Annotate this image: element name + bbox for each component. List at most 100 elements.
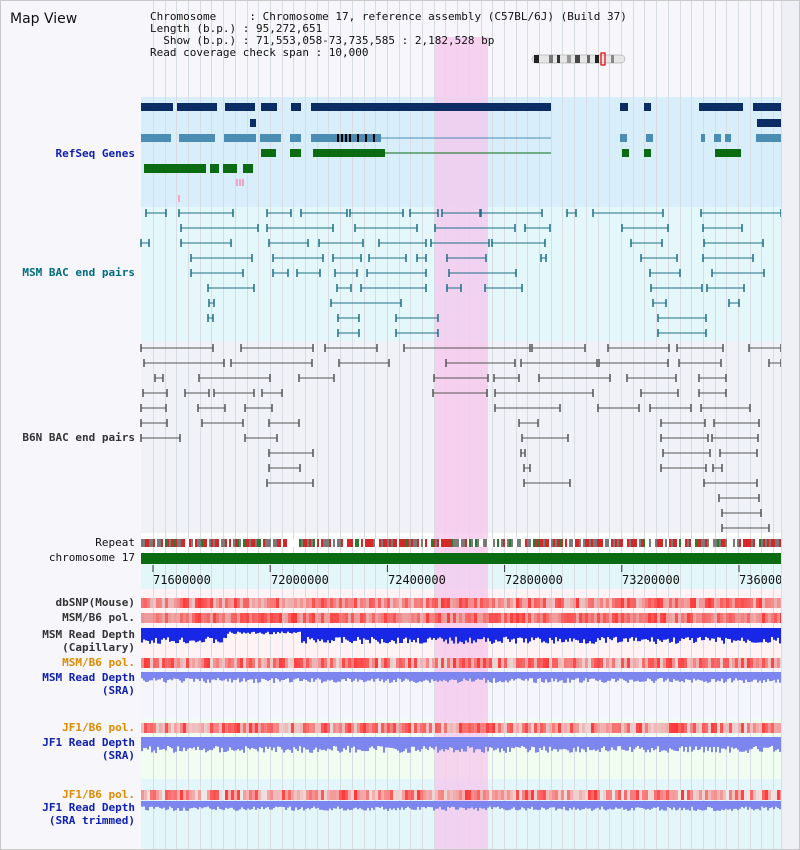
jf1-b6-pol-label[interactable]: JF1/B6 pol. [62,721,135,734]
msm-bac-end-pairs-label[interactable]: MSM BAC end pairs [22,266,135,279]
msm-sra-depth-bar [295,672,297,679]
jf1-pol-heat [360,723,363,733]
msm-capillary-depth-bar [467,628,469,643]
repeat-element [373,539,375,547]
jf1-sra-depth-bar [545,737,547,751]
repeat-element [221,539,223,547]
msm-b6-pol-label[interactable]: MSM/B6 pol. [62,611,135,624]
dbsnp-heat [630,598,633,608]
msm-sra-depth-bar [717,672,719,681]
jf1-pol-trim-heat [492,790,495,800]
msm-read-depth-sra-label-2[interactable]: (SRA) [101,684,135,697]
msm-capillary-depth-bar [289,628,291,633]
gridline [761,1,762,849]
repeat-element [599,539,601,547]
msm-capillary-depth-bar [759,628,761,643]
jf1-read-depth-sra-label-2[interactable]: (SRA) [101,749,135,762]
msm-b6-pol-sra-label[interactable]: MSM/B6 pol. [62,656,135,669]
msm-read-depth-sra-label-1[interactable]: MSM Read Depth [42,671,135,684]
jf1-read-depth-trimmed-label-2[interactable]: (SRA trimmed) [48,814,135,827]
jf1-sra-depth-bar [351,737,353,748]
jf1-pol-heat [552,723,555,733]
jf1-trim-depth-bar [223,801,225,811]
msm-capillary-depth-bar [309,628,311,640]
repeat-element [199,539,201,547]
selected-region-highlight[interactable] [435,37,488,849]
msm-sra-depth-bar [495,672,497,683]
gridline [621,1,622,849]
msm-pol-heat [618,613,621,623]
repeat-element [645,539,647,547]
msm-read-depth-capillary-label-2[interactable]: (Capillary) [62,641,135,654]
axis-tick-label: 72400000 [388,573,446,587]
dbsnp-heat [624,598,627,608]
jf1-trim-depth-bar [163,801,165,808]
msm-read-depth-capillary-label-1[interactable]: MSM Read Depth [42,628,135,641]
msm-sra-depth-bar [341,672,343,680]
msm-pol-sra-heat [768,658,771,668]
repeat-element [505,539,507,547]
b6n-bac-end-pairs-label[interactable]: B6N BAC end pairs [22,431,135,444]
msm-capillary-depth-bar [757,628,759,643]
jf1-pol-trim-heat [315,790,318,800]
repeat-element [169,539,171,547]
jf1-trim-depth-bar [607,801,609,810]
jf1-trim-depth-bar [335,801,337,809]
vertical-scrollbar[interactable] [781,1,799,849]
jf1-pol-trim-heat [684,790,687,800]
msm-sra-depth-bar [767,672,769,680]
msm-capillary-depth-bar [659,628,661,641]
msm-pol-sra-heat [747,658,750,668]
msm-sra-depth-bar [601,672,603,683]
jf1-sra-depth-bar [155,737,157,753]
msm-sra-depth-bar [251,672,253,680]
dbsnp-heat [330,598,333,608]
msm-pol-heat [423,613,426,623]
refseq-genes-label[interactable]: RefSeq Genes [55,147,135,160]
msm-capillary-depth-bar [635,628,637,638]
jf1-pol-heat [156,723,159,733]
jf1-read-depth-sra-label-1[interactable]: JF1 Read Depth [42,736,135,749]
msm-sra-depth-bar [577,672,579,679]
dbsnp-heat [177,598,180,608]
jf1-b6-pol-trimmed-label[interactable]: JF1/B6 pol. [62,788,135,801]
msm-sra-depth-bar [701,672,703,681]
dbsnp-heat [477,598,480,608]
jf1-trim-depth-bar [179,801,181,811]
jf1-pol-trim-heat [384,790,387,800]
jf1-pol-heat [675,723,678,733]
jf1-sra-depth-bar [489,737,491,748]
gene-exon [179,134,215,142]
repeat-element [701,539,703,547]
dbsnp-label[interactable]: dbSNP(Mouse) [55,596,135,609]
msm-sra-depth-bar [633,672,635,682]
jf1-pol-heat [498,723,501,733]
jf1-sra-depth-bar [517,737,519,748]
jf1-pol-trim-heat [213,790,216,800]
jf1-sra-depth-bar [335,737,337,747]
msm-sra-depth-bar [285,672,287,679]
gridline [457,1,458,849]
jf1-sra-depth-bar [561,737,563,750]
msm-capillary-depth-bar [585,628,587,644]
gridline [188,1,189,849]
jf1-trim-depth-bar [621,801,623,808]
track-area[interactable] [141,37,793,849]
dbsnp-heat [237,598,240,608]
jf1-trim-depth-bar [369,801,371,811]
msm-capillary-depth-bar [345,628,347,640]
jf1-pol-heat [711,723,714,733]
msm-capillary-depth-bar [267,628,269,632]
jf1-read-depth-trimmed-label-1[interactable]: JF1 Read Depth [42,801,135,814]
msm-sra-depth-bar [543,672,545,683]
msm-sra-depth-bar [145,672,147,683]
msm-pol-heat [603,613,606,623]
jf1-pol-heat [372,723,375,733]
jf1-sra-depth-bar [745,737,747,751]
repeat-element [247,539,249,547]
chromosome-ideogram[interactable] [1,1,800,71]
jf1-pol-heat [237,723,240,733]
msm-pol-sra-heat [477,658,480,668]
dbsnp-heat [666,598,669,608]
